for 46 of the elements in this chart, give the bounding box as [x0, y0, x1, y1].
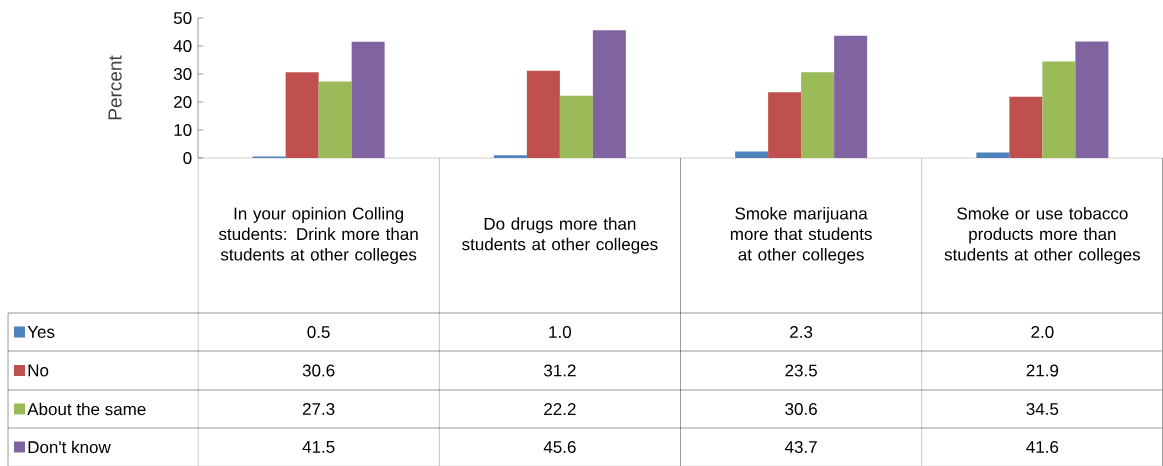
y-tick-label: 0: [183, 151, 192, 165]
data-label: 1.0: [549, 325, 572, 339]
y-axis-title: Percent: [108, 55, 122, 120]
data-label: 0.5: [307, 325, 330, 339]
data-label: 2.3: [790, 325, 813, 339]
data-label: 45.6: [543, 440, 576, 454]
bar: [559, 95, 593, 158]
data-label: 30.6: [785, 402, 817, 416]
bar: [834, 35, 868, 158]
data-label: 41.6: [1026, 440, 1059, 454]
data-label: 21.9: [1026, 364, 1059, 377]
bar: [735, 151, 769, 158]
legend-label: Yes: [27, 326, 55, 338]
bar: [318, 81, 352, 158]
y-tick-label: 20: [174, 95, 192, 109]
bar: [592, 30, 626, 158]
bar: [493, 155, 527, 158]
data-label: 22.2: [544, 403, 576, 415]
data-label: 30.6: [302, 364, 335, 377]
x-tick-label: Do drugs more than students at other colleges: [462, 217, 658, 254]
data-label: 34.5: [1026, 402, 1059, 416]
bar: [351, 41, 385, 158]
data-label: 31.2: [543, 364, 576, 377]
legend-label: About the same: [27, 402, 146, 416]
bar: [976, 152, 1010, 158]
y-tick-label: 40: [173, 39, 192, 53]
bar: [801, 72, 835, 158]
bar: [1009, 96, 1043, 158]
legend-label: No: [28, 364, 49, 377]
bar: [1075, 41, 1109, 158]
data-label: 27.3: [302, 402, 335, 416]
x-tick-label: Smoke or use tobacco products more than students at other colleges: [944, 207, 1140, 264]
y-tick-label: 30: [173, 67, 192, 81]
x-tick-label: In your opinion Colling students: Drink more than students at other colleges: [218, 207, 418, 264]
data-label: 2.0: [1031, 325, 1054, 339]
data-label: 43.7: [784, 440, 817, 454]
bar: [285, 72, 319, 158]
x-tick-label: Smoke marijuana more that students at other colleges: [730, 207, 872, 264]
bar: [1042, 61, 1076, 158]
data-label: 23.5: [785, 364, 817, 377]
y-tick-label: 10: [174, 123, 192, 137]
legend-label: Don't know: [28, 440, 111, 454]
bar: [526, 70, 560, 158]
bar: [768, 92, 802, 158]
data-label: 41.5: [302, 441, 335, 453]
y-tick-label: 50: [173, 11, 192, 25]
